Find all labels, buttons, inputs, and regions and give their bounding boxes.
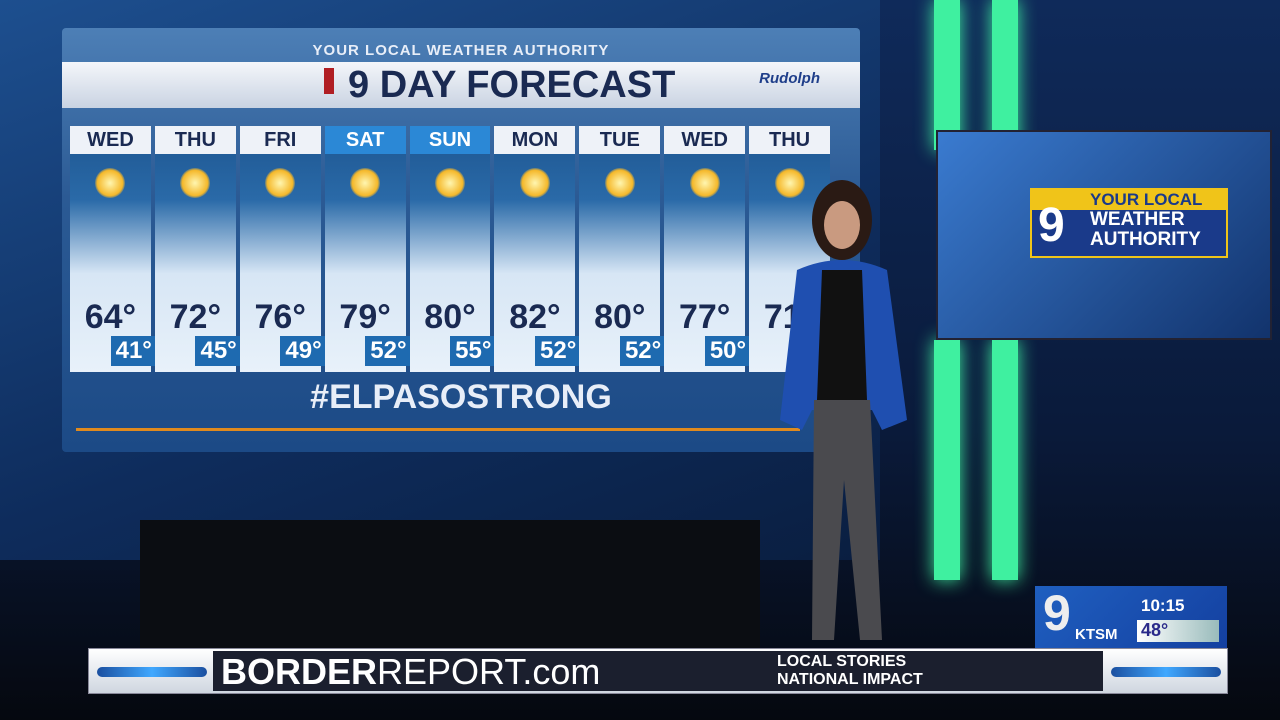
day-name: SAT: [324, 126, 406, 154]
red-marker: [324, 68, 334, 94]
station-logo: 9 YOUR LOCAL WEATHER AUTHORITY: [1030, 188, 1228, 258]
studio-monitor: 9 YOUR LOCAL WEATHER AUTHORITY: [936, 130, 1272, 340]
station-bug: 9 KTSM 10:15 48°: [1035, 585, 1227, 648]
high-temp: 80°: [424, 298, 476, 336]
forecast-day: FRI 76° 49°: [239, 126, 327, 372]
day-name: THU: [154, 126, 236, 154]
accent-line: [76, 428, 800, 431]
decor-pill: [1111, 667, 1221, 677]
bug-station: KTSM: [1075, 626, 1118, 643]
decor-pill: [97, 667, 207, 677]
mostly-sunny-icon: [265, 168, 296, 198]
forecast-day: THU 72° 45°: [154, 126, 242, 372]
forecast-day: SAT 79° 52°: [324, 126, 412, 372]
day-name: WED: [70, 126, 151, 154]
low-temp: 41°: [110, 336, 157, 366]
forecast-day: WED 77° 50°: [664, 126, 752, 372]
low-temp: 52°: [619, 336, 667, 366]
forecast-board: YOUR LOCAL WEATHER AUTHORITY 9 DAY FOREC…: [62, 28, 860, 452]
hashtag: #ELPASOSTRONG: [310, 378, 612, 416]
day-name: TUE: [579, 126, 661, 154]
high-temp: 64°: [84, 298, 137, 336]
logo-line2: WEATHER: [1090, 209, 1185, 230]
day-name: FRI: [239, 126, 321, 154]
low-temp: 55°: [450, 336, 497, 366]
forecast-days: WED 64° 41° THU 72° 45° FRI 76° 49° SAT 79°…: [70, 126, 831, 372]
forecast-day: MON 82° 52°: [494, 126, 582, 372]
mostly-sunny-icon: [95, 168, 126, 198]
high-temp: 80°: [594, 298, 646, 336]
day-name: MON: [494, 126, 576, 154]
title-bar: 9 DAY FORECAST Rudolph: [62, 62, 860, 108]
day-name: WED: [664, 126, 746, 154]
low-temp: 50°: [704, 336, 752, 366]
stage-riser: [140, 520, 760, 650]
day-name: THU: [749, 126, 831, 154]
lower-third-tagline: LOCAL STORIES NATIONAL IMPACT: [777, 653, 923, 688]
board-title: 9 DAY FORECAST: [348, 64, 676, 106]
sponsor-logo: Rudolph: [759, 70, 820, 87]
bug-temperature: 48°: [1137, 620, 1219, 642]
bug-time: 10:15: [1141, 596, 1185, 615]
lower-third-center: [213, 651, 1103, 691]
channel-number: 9: [1038, 199, 1065, 252]
border-report-logo: BORDERREPORT.com: [221, 651, 601, 692]
low-temp: 52°: [535, 336, 582, 366]
logo-line3: AUTHORITY: [1090, 229, 1201, 250]
high-temp: 82°: [509, 298, 561, 336]
lower-third: BORDERREPORT.com LOCAL STORIES NATIONAL I…: [88, 648, 1228, 694]
green-light-panel: [934, 340, 960, 580]
high-temp: 76°: [254, 298, 306, 336]
mostly-sunny-icon: [519, 168, 550, 198]
forecast-day: SUN 80° 55°: [409, 126, 497, 372]
low-temp: 52°: [365, 336, 412, 366]
forecast-day: TUE 80° 52°: [579, 126, 667, 372]
mostly-sunny-icon: [435, 168, 465, 198]
day-name: SUN: [409, 126, 491, 154]
high-temp: 79°: [339, 298, 391, 336]
mostly-sunny-icon: [180, 168, 211, 198]
logo-line1: YOUR LOCAL: [1032, 190, 1226, 210]
high-temp: 72°: [169, 298, 222, 336]
low-temp: 45°: [195, 336, 242, 366]
presenter: [780, 180, 907, 640]
mostly-sunny-icon: [604, 168, 635, 198]
green-light-panel: [992, 0, 1018, 150]
high-temp: 77°: [678, 298, 731, 336]
mostly-sunny-icon: [350, 168, 381, 198]
low-temp: 49°: [280, 336, 327, 366]
green-light-panel: [934, 0, 960, 150]
board-subtitle: YOUR LOCAL WEATHER AUTHORITY: [312, 42, 610, 59]
sunny-icon: [774, 168, 805, 198]
green-light-panel: [992, 340, 1018, 580]
forecast-day: WED 64° 41°: [70, 126, 157, 372]
bug-channel: 9: [1043, 585, 1071, 641]
mostly-sunny-icon: [689, 168, 720, 198]
